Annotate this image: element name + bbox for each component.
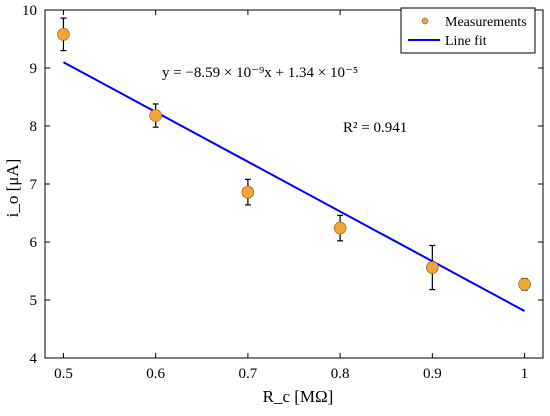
y-tick-label: 4 xyxy=(30,351,38,367)
fit-line xyxy=(63,62,524,311)
y-axis-label: i_o [μA] xyxy=(3,159,22,218)
fit-equation: y = −8.59 × 10⁻⁹x + 1.34 × 10⁻⁵ xyxy=(162,65,358,81)
measurement-point xyxy=(519,278,531,290)
y-ticks: 4 5 6 7 8 9 10 xyxy=(22,3,543,367)
plot-frame xyxy=(45,10,543,358)
x-tick-label: 0.8 xyxy=(331,366,350,382)
y-tick-label: 5 xyxy=(30,293,38,309)
legend-measurements-marker xyxy=(422,18,428,24)
errorbar-layer xyxy=(60,18,527,290)
measurement-point xyxy=(334,222,346,234)
measurement-point xyxy=(150,110,162,122)
legend: Measurements Line fit xyxy=(401,8,535,53)
x-tick-label: 0.7 xyxy=(239,366,258,382)
x-tick-label: 1 xyxy=(521,366,529,382)
y-tick-label: 7 xyxy=(30,177,38,193)
y-tick-label: 6 xyxy=(30,235,38,251)
measurement-point xyxy=(242,186,254,198)
y-tick-label: 8 xyxy=(30,119,38,135)
x-axis-label: R_c [MΩ] xyxy=(263,387,334,406)
legend-measurements-label: Measurements xyxy=(445,15,527,30)
fit-layer xyxy=(63,62,524,311)
measurement-point xyxy=(426,262,438,274)
measurement-point xyxy=(57,28,69,40)
legend-linefit-label: Line fit xyxy=(445,34,487,49)
r-squared-label: R² = 0.941 xyxy=(343,120,407,136)
y-tick-label: 10 xyxy=(22,3,37,19)
x-tick-label: 0.6 xyxy=(146,366,165,382)
x-tick-label: 0.5 xyxy=(54,366,73,382)
y-tick-label: 9 xyxy=(30,61,38,77)
x-tick-label: 0.9 xyxy=(423,366,442,382)
